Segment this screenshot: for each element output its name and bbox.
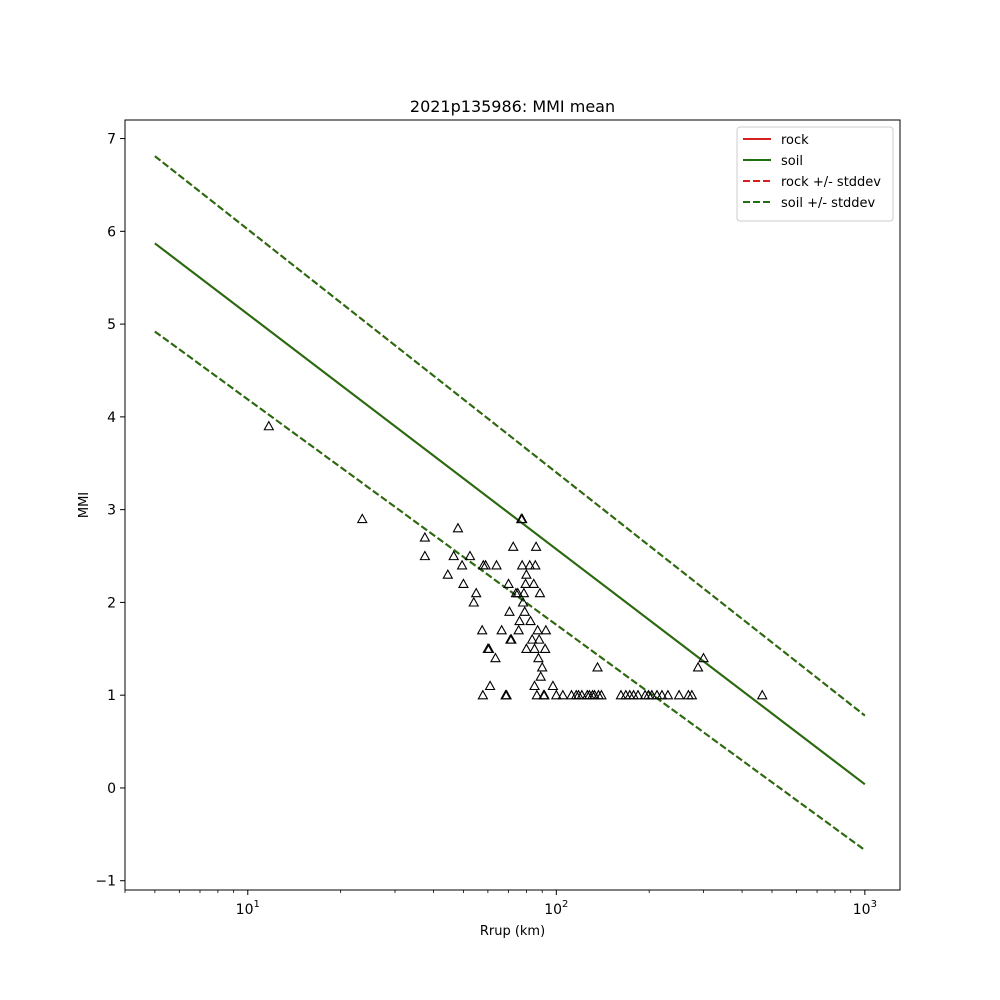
y-tick-label: 6 <box>107 224 116 240</box>
station-point <box>539 643 551 653</box>
station-point <box>518 587 530 598</box>
station-point <box>464 550 476 561</box>
station-point <box>530 541 542 551</box>
station-point <box>533 633 545 644</box>
x-tick-label: 101 <box>236 899 260 918</box>
station-point <box>673 689 685 700</box>
station-point <box>456 559 468 570</box>
station-point <box>452 522 464 533</box>
station-point <box>516 559 528 570</box>
y-tick-label: 1 <box>107 688 116 704</box>
legend-label: soil +/- stddev <box>781 196 876 211</box>
plot-area <box>124 119 901 891</box>
station-markers <box>263 420 768 700</box>
station-point <box>468 596 480 607</box>
station-point <box>656 689 668 700</box>
y-tick-label: 3 <box>107 503 116 519</box>
station-point <box>550 689 562 700</box>
station-point <box>529 680 540 691</box>
station-point <box>517 596 529 607</box>
station-point <box>535 670 547 681</box>
legend: rock soil rock +/- stddev soil +/- stddev <box>736 126 894 222</box>
line-soil-mean <box>154 242 866 786</box>
x-tick-label: 102 <box>544 899 568 918</box>
station-point <box>595 689 607 700</box>
y-axis-title: MMI <box>77 492 92 518</box>
y-tick-label: −1 <box>95 874 116 890</box>
station-point <box>484 680 496 691</box>
line-soil-stddev-upper <box>154 155 866 717</box>
legend-label: rock <box>781 133 809 148</box>
station-point <box>496 624 508 635</box>
station-point <box>483 643 495 653</box>
station-point <box>632 689 644 700</box>
station-point <box>519 606 531 616</box>
station-point <box>503 578 514 589</box>
y-tick-label: 7 <box>107 132 116 148</box>
station-point <box>529 559 541 570</box>
station-point <box>448 550 460 561</box>
station-point <box>356 513 368 524</box>
station-point <box>501 689 513 700</box>
station-point <box>520 578 532 589</box>
x-axis-title: Rrup (km) <box>480 924 545 939</box>
x-tick-label: 103 <box>853 899 877 918</box>
station-point <box>419 550 431 561</box>
station-point <box>263 420 275 431</box>
station-point <box>520 568 532 579</box>
station-point <box>524 559 536 570</box>
station-point <box>528 578 540 589</box>
station-point <box>491 559 502 570</box>
station-point <box>692 661 704 672</box>
station-point <box>529 643 540 653</box>
station-point <box>532 624 544 635</box>
station-point <box>662 689 674 700</box>
station-point <box>698 652 709 663</box>
chart-title: 2021p135986: MMI mean <box>410 97 615 116</box>
y-tick-label: 5 <box>107 317 116 333</box>
legend-label: rock +/- stddev <box>781 175 881 190</box>
y-tick-label: 0 <box>107 781 116 797</box>
station-point <box>490 652 501 663</box>
station-point <box>557 689 569 700</box>
station-point <box>526 633 538 644</box>
axes: −1 0 1 2 3 4 5 6 7 101 102 103 <box>95 132 877 918</box>
station-point <box>476 624 488 635</box>
station-point <box>513 624 525 635</box>
legend-box <box>736 126 894 222</box>
station-point <box>520 643 532 653</box>
station-point <box>532 652 544 663</box>
station-point <box>534 587 546 598</box>
station-point <box>457 578 469 589</box>
y-tick-label: 2 <box>107 595 116 611</box>
station-point <box>419 531 431 542</box>
line-soil-stddev-lower <box>154 330 866 851</box>
station-point <box>547 680 559 691</box>
y-tick-label: 4 <box>107 410 116 426</box>
station-point <box>516 513 528 524</box>
station-point <box>512 587 524 598</box>
station-point <box>505 633 517 644</box>
model-lines <box>154 155 866 851</box>
station-point <box>540 624 552 635</box>
station-point <box>442 568 454 579</box>
station-point <box>525 615 536 626</box>
station-point <box>536 661 548 672</box>
station-point <box>504 606 515 616</box>
station-point <box>507 541 519 551</box>
station-point <box>514 615 525 626</box>
station-point <box>538 689 550 700</box>
station-point <box>592 661 603 672</box>
station-point <box>531 689 543 700</box>
station-point <box>756 689 768 700</box>
station-point <box>646 689 658 700</box>
station-point <box>576 689 588 700</box>
legend-label: soil <box>781 154 803 169</box>
station-point <box>470 587 482 598</box>
station-point <box>477 689 489 700</box>
station-point <box>480 559 492 570</box>
station-point <box>686 689 698 700</box>
